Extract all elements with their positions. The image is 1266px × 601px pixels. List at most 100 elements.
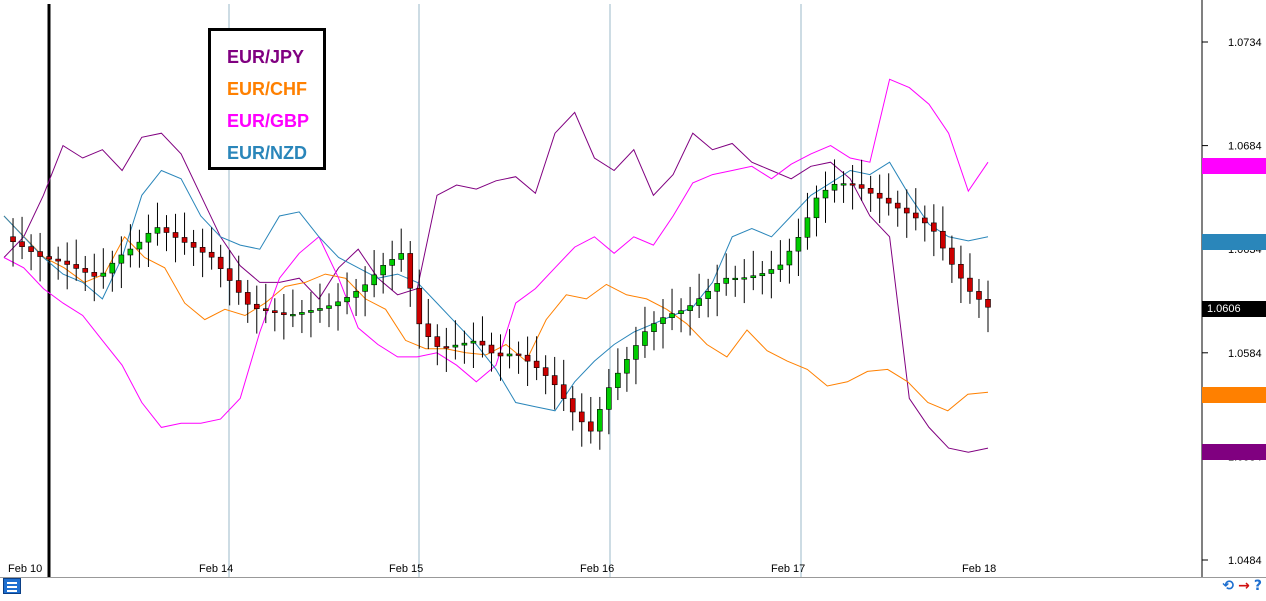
candle-body xyxy=(849,183,856,186)
candle-body xyxy=(903,207,910,214)
candle xyxy=(606,368,612,435)
candle xyxy=(217,244,224,288)
candle-body xyxy=(831,183,838,191)
candle-body xyxy=(461,342,468,346)
candle-body xyxy=(795,237,802,252)
candle xyxy=(190,229,197,266)
candle-body xyxy=(109,262,116,274)
candle xyxy=(353,278,359,316)
candle xyxy=(949,235,955,283)
candle-body xyxy=(750,275,757,279)
candle-body xyxy=(615,372,621,388)
help-icon[interactable]: ? xyxy=(1253,578,1262,594)
candle-body xyxy=(949,247,955,265)
candle-body xyxy=(931,222,937,232)
candle-body xyxy=(696,298,702,306)
candle-body xyxy=(281,312,287,315)
candle-body xyxy=(82,268,89,273)
candle-body xyxy=(497,352,504,357)
candle xyxy=(633,326,639,385)
candle-body xyxy=(10,236,16,243)
candle xyxy=(470,322,477,369)
candle xyxy=(768,250,775,299)
candle-body xyxy=(19,241,25,247)
candle xyxy=(587,396,594,444)
candle xyxy=(109,250,116,292)
candle xyxy=(226,250,233,306)
candle xyxy=(136,229,143,268)
candle-body xyxy=(407,253,414,289)
candle-body xyxy=(181,237,188,243)
candle xyxy=(290,289,296,328)
candle xyxy=(651,311,657,351)
arrow-icon[interactable]: → xyxy=(1238,578,1250,594)
candle-body xyxy=(235,280,242,293)
candle xyxy=(849,165,856,210)
candle xyxy=(407,241,414,307)
series-line-eurgbp xyxy=(3,78,989,428)
candle xyxy=(985,280,991,333)
candle xyxy=(615,348,621,401)
candle-body xyxy=(37,251,43,257)
candle xyxy=(389,240,395,291)
candle-body xyxy=(55,258,61,262)
candle xyxy=(37,232,43,282)
candle xyxy=(281,294,287,340)
candle-body xyxy=(118,254,125,264)
candle xyxy=(272,298,278,332)
candle xyxy=(344,272,350,315)
candle xyxy=(19,216,25,260)
candle xyxy=(91,253,98,302)
candle xyxy=(912,188,919,231)
candle-body xyxy=(326,305,332,309)
candle-body xyxy=(597,409,603,432)
candle-body xyxy=(687,305,693,311)
candle xyxy=(940,206,946,261)
candle xyxy=(416,269,423,349)
candle xyxy=(425,298,432,350)
candle xyxy=(624,346,630,392)
candle-body xyxy=(678,310,684,314)
current-price-tag: 1.0606 xyxy=(1202,301,1266,317)
candle-body xyxy=(651,323,657,332)
candle xyxy=(362,266,368,317)
candle xyxy=(253,285,260,334)
candle xyxy=(371,250,377,298)
candle-body xyxy=(922,217,928,224)
legend-eurnzd: EUR/NZD xyxy=(227,143,307,163)
date-label-4: Feb 17 xyxy=(771,563,805,575)
candle xyxy=(64,242,70,290)
candle xyxy=(515,341,522,374)
candle xyxy=(777,240,784,282)
series-layer xyxy=(3,78,989,453)
candle-body xyxy=(163,227,170,233)
candle-body xyxy=(190,242,197,248)
candle xyxy=(759,261,766,295)
candle xyxy=(705,278,711,318)
candle-body xyxy=(732,277,739,281)
candle-body xyxy=(858,184,865,189)
candle xyxy=(488,332,495,372)
candle-body xyxy=(506,353,513,357)
candle xyxy=(380,252,386,294)
date-label-0: Feb 10 xyxy=(8,563,42,575)
candle-body xyxy=(389,259,395,266)
candle-body xyxy=(741,277,748,280)
candle xyxy=(569,386,576,431)
candle xyxy=(452,320,459,360)
candle-body xyxy=(967,277,973,292)
date-label-1: Feb 14 xyxy=(199,563,233,575)
candle xyxy=(154,202,161,246)
y-tick-label-5: 1.0484 xyxy=(1228,555,1262,567)
menu-icon[interactable] xyxy=(3,578,21,594)
candle xyxy=(714,264,720,317)
candle-body xyxy=(46,256,52,260)
y-tick-label-0: 1.0734 xyxy=(1228,37,1262,49)
time-axis-bar xyxy=(0,577,1266,601)
candle-body xyxy=(398,253,405,260)
candle xyxy=(931,204,937,257)
date-label-2: Feb 15 xyxy=(389,563,423,575)
candle-body xyxy=(840,183,847,186)
link-icon[interactable]: ⟲ xyxy=(1222,578,1235,594)
